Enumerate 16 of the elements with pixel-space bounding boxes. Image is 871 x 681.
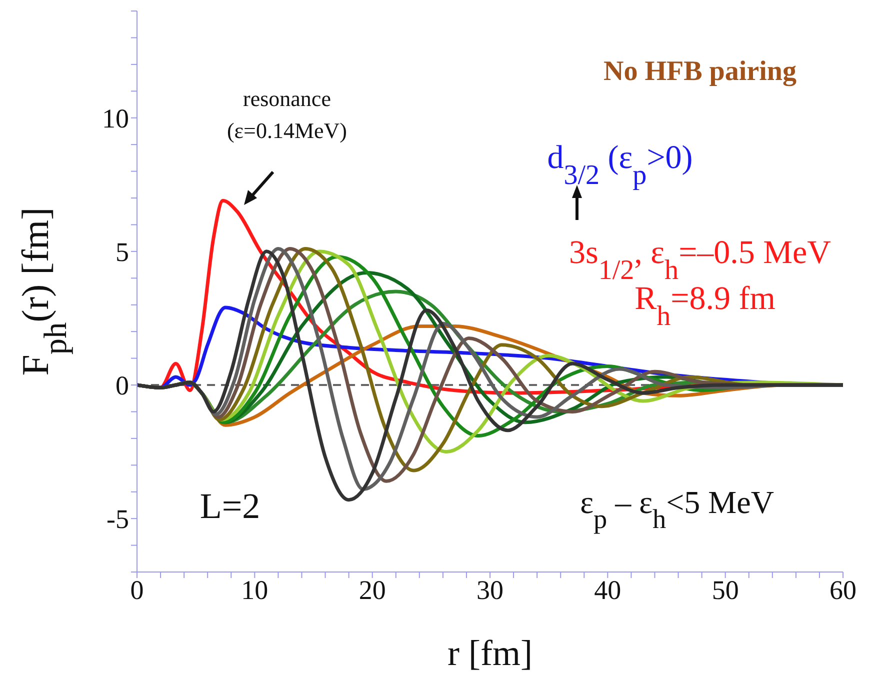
x-tick-label: 30	[476, 575, 504, 606]
x-tick-label: 10	[241, 575, 268, 606]
y-tick-label: -5	[106, 504, 129, 534]
annotation: L=2	[200, 486, 260, 526]
annotation: resonance (ε=0.14MeV)	[226, 86, 348, 143]
annotation: No HFB pairing	[604, 56, 796, 87]
x-tick-label: 60	[830, 575, 856, 606]
y-tick-label: 5	[116, 237, 129, 268]
y-tick-label: 0	[116, 370, 129, 401]
y-tick-label: 10	[102, 103, 129, 134]
annotation: ε$_{p}$ – ε$_{h}$<5 MeV	[580, 484, 774, 534]
annotation: d$_{3/2}$ (ε$_{p}$>0)	[547, 140, 693, 190]
x-tick-label: 50	[712, 575, 739, 606]
x-tick-label: 40	[594, 575, 622, 606]
x-tick-label: 20	[358, 575, 386, 606]
x-axis-title: r [fm]	[448, 633, 532, 673]
